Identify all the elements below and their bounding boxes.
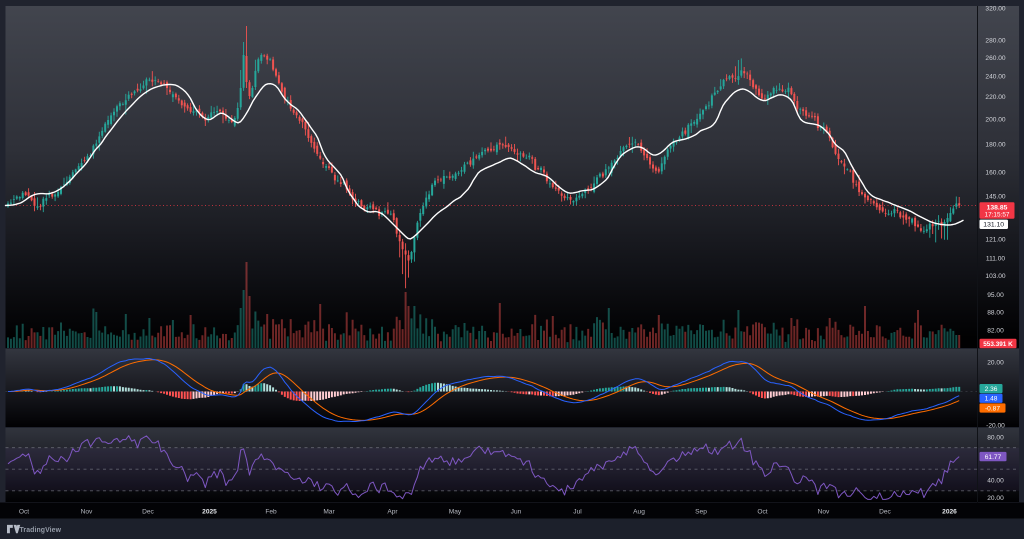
svg-text:Dec: Dec: [879, 508, 891, 515]
svg-text:17:15:57: 17:15:57: [985, 212, 1010, 219]
svg-text:Oct: Oct: [19, 508, 29, 515]
svg-text:160.00: 160.00: [985, 169, 1006, 176]
svg-text:131.10: 131.10: [983, 222, 1004, 229]
svg-text:May: May: [449, 508, 462, 515]
svg-text:280.00: 280.00: [985, 37, 1006, 44]
svg-text:320.00: 320.00: [985, 5, 1006, 12]
svg-text:240.00: 240.00: [985, 73, 1006, 80]
svg-text:Apr: Apr: [387, 508, 398, 515]
svg-text:20.00: 20.00: [987, 359, 1004, 366]
svg-text:553.391 K: 553.391 K: [983, 341, 1013, 348]
svg-text:1.48: 1.48: [985, 396, 998, 403]
svg-text:Nov: Nov: [81, 508, 93, 515]
svg-text:Feb: Feb: [265, 508, 277, 515]
svg-text:95.00: 95.00: [987, 292, 1004, 299]
svg-text:61.77: 61.77: [985, 454, 1002, 461]
svg-text:Jun: Jun: [511, 508, 522, 515]
svg-text:103.00: 103.00: [985, 273, 1006, 280]
svg-text:145.00: 145.00: [985, 193, 1006, 200]
svg-text:40.00: 40.00: [987, 477, 1004, 484]
svg-text:138.85: 138.85: [987, 205, 1008, 212]
svg-text:2026: 2026: [942, 508, 957, 515]
svg-text:Jul: Jul: [573, 508, 582, 515]
svg-text:80.00: 80.00: [987, 434, 1004, 441]
svg-text:82.00: 82.00: [987, 327, 1004, 334]
svg-text:121.00: 121.00: [985, 236, 1006, 243]
svg-text:200.00: 200.00: [985, 116, 1006, 123]
svg-text:260.00: 260.00: [985, 55, 1006, 62]
svg-text:Nov: Nov: [818, 508, 830, 515]
svg-text:180.00: 180.00: [985, 141, 1006, 148]
svg-text:88.00: 88.00: [987, 309, 1004, 316]
svg-text:Sep: Sep: [695, 508, 707, 515]
svg-text:-20.00: -20.00: [986, 422, 1005, 429]
svg-text:2.36: 2.36: [985, 386, 998, 393]
svg-text:220.00: 220.00: [985, 94, 1006, 101]
svg-text:-0.87: -0.87: [985, 405, 1000, 412]
svg-text:TradingView: TradingView: [20, 527, 62, 534]
svg-text:Mar: Mar: [323, 508, 335, 515]
svg-text:2025: 2025: [202, 508, 217, 515]
svg-text:Oct: Oct: [757, 508, 767, 515]
svg-text:Dec: Dec: [142, 508, 154, 515]
svg-text:20.00: 20.00: [987, 495, 1004, 502]
svg-text:111.00: 111.00: [986, 255, 1006, 262]
svg-text:Aug: Aug: [633, 508, 645, 515]
